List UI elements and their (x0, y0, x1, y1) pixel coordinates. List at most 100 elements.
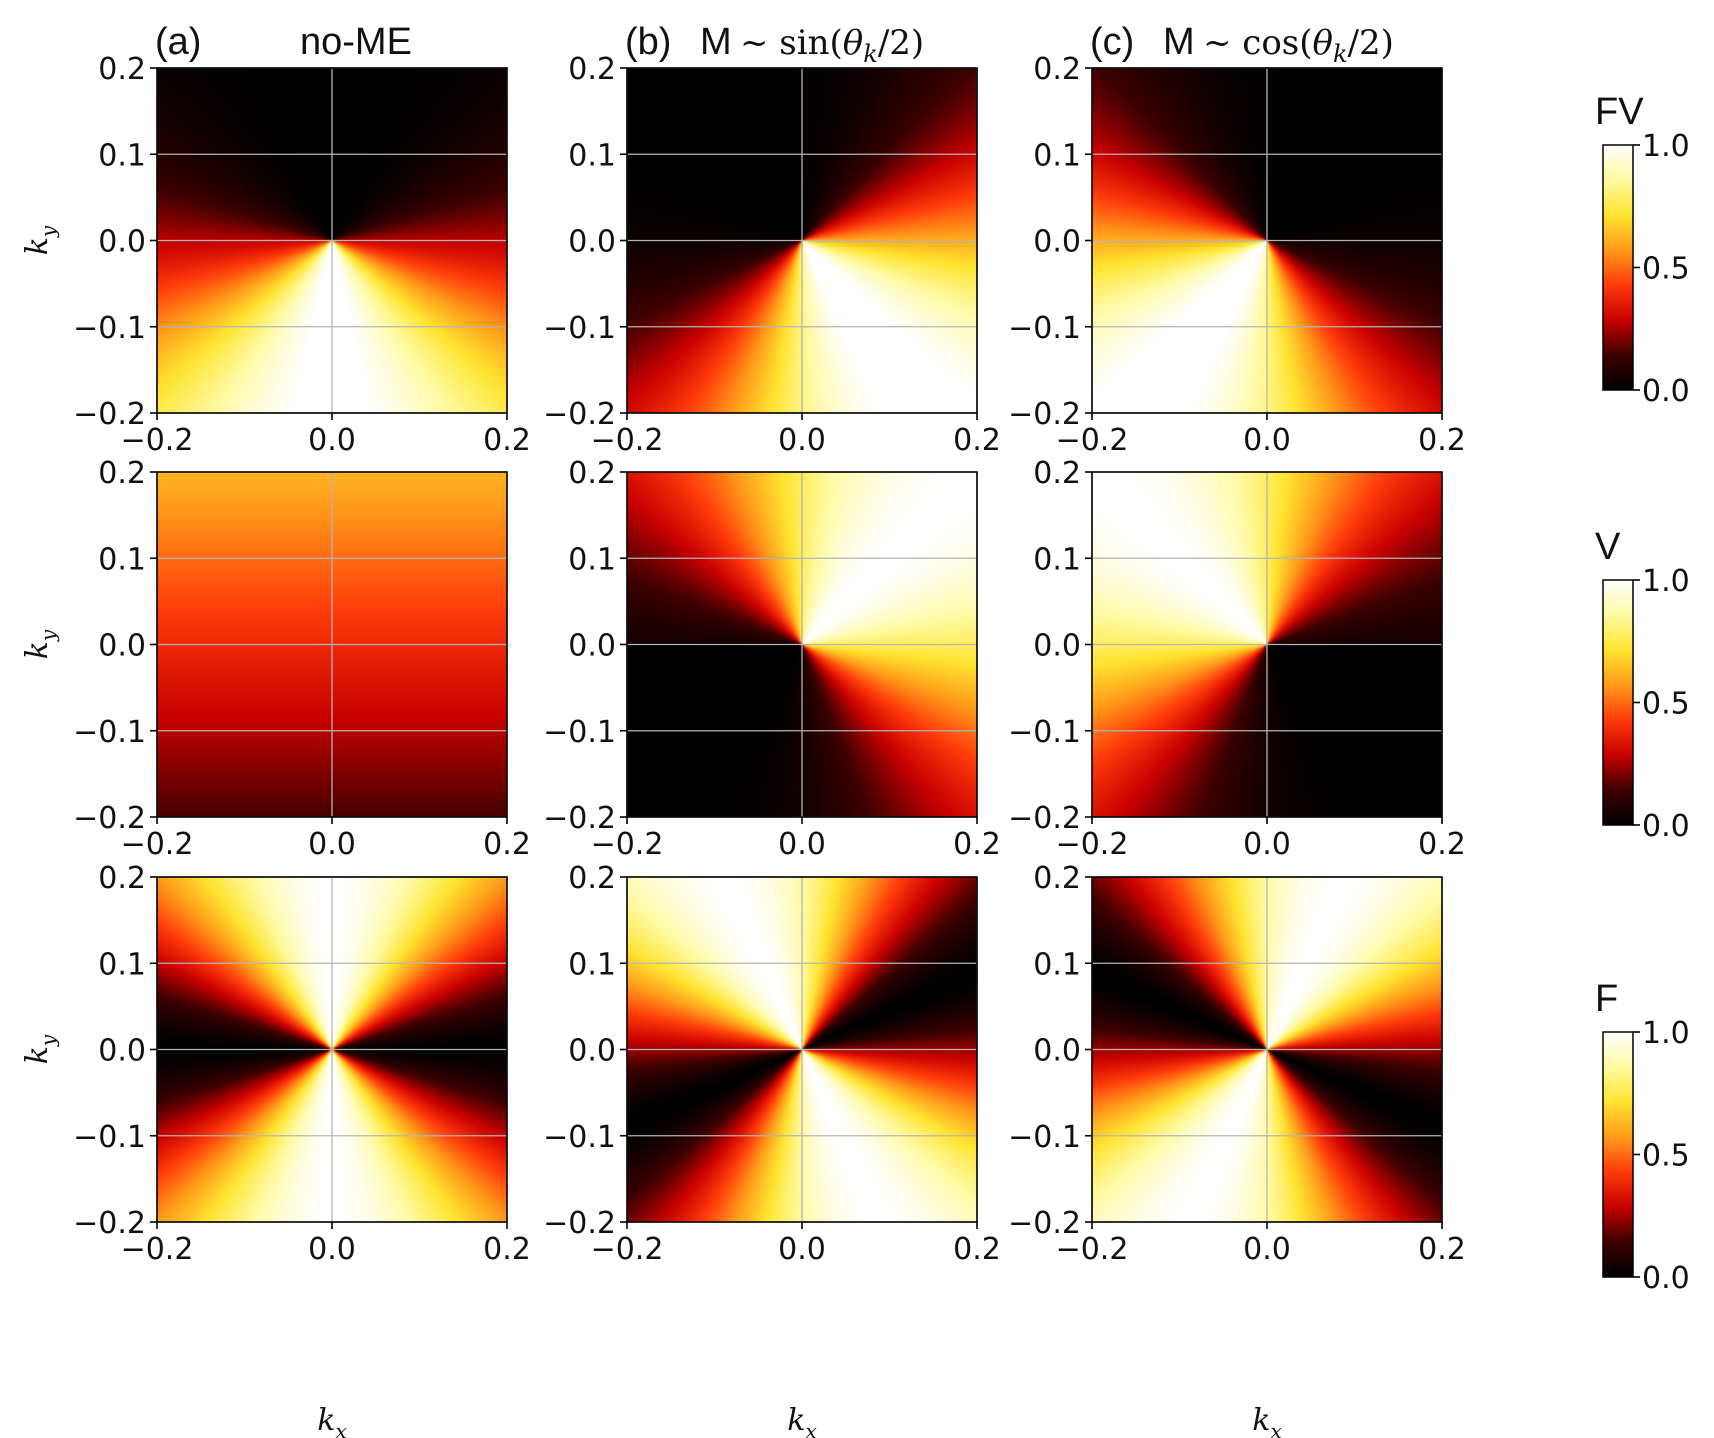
column-math: ~ cos(θk/2) (1203, 23, 1394, 68)
colorbar-title: F (1595, 978, 1618, 1020)
heatmap-panels: 0.20.10.0−0.1−0.2−0.2 0.0 0.2ky0.20.10.0−0… (20, 52, 1466, 1438)
colorbar-tick-label: 0.0 (1642, 1261, 1690, 1296)
x-tick-label: 0.0 (1243, 1232, 1291, 1267)
math-sub: k (863, 40, 878, 68)
y-tick-label: 0.0 (568, 225, 616, 260)
y-tick-label: 0.1 (1033, 138, 1081, 173)
heatmap-panel-fv-b: 0.2 0.1 0.0 −0.1 −0.2−0.2 0.0 0.2 (543, 52, 1001, 458)
colorbar-f: F 1.0 0.5 0.0 (1595, 978, 1690, 1296)
x-axis-label: kx (317, 1403, 346, 1438)
y-tick-label: 0.2 (1033, 861, 1081, 896)
colorbar-tick-label: 1.0 (1642, 129, 1690, 164)
x-tick-label: 0.0 (1243, 827, 1291, 862)
x-tick-label: 0.2 (953, 827, 1001, 862)
colorbars: FV1.00.50.0V1.00.50.0F1.00.50.0 (1595, 91, 1690, 1296)
y-axis-label: ky (20, 629, 60, 659)
y-tick-label: 0.1 (98, 138, 146, 173)
y-tick-label: 0.0 (98, 629, 146, 664)
y-tick-label: 0.0 (1033, 225, 1081, 260)
x-axis-label-sub: x (1270, 1419, 1281, 1438)
y-tick-label: 0.0 (568, 629, 616, 664)
y-tick-label: 0.2 (1033, 52, 1081, 87)
y-tick-label: −0.2 (543, 801, 616, 836)
heatmap-panel-fv-a: 0.2 0.1 0.0 −0.1 −0.2−0.2 0.0 0.2 ky (20, 52, 531, 458)
y-tick-label: 0.2 (568, 456, 616, 491)
x-tick-label: −0.2 (1056, 1232, 1129, 1267)
panel-letter: (b) (625, 21, 671, 63)
column-title-b: (b) M ~ sin(θk/2) (625, 21, 924, 68)
x-tick-label: 0.2 (1418, 423, 1466, 458)
x-tick-label: −0.2 (1056, 423, 1129, 458)
x-tick-label: 0.0 (778, 1232, 826, 1267)
x-tick-label: 0.0 (778, 423, 826, 458)
colorbar-tick-label: 0.5 (1642, 252, 1690, 287)
y-tick-label: 0.1 (1033, 947, 1081, 982)
colorbar-tick-label: 0.5 (1642, 1139, 1690, 1174)
y-tick-label: 0.2 (98, 52, 146, 87)
y-tick-label: −0.2 (1008, 1206, 1081, 1241)
column-math: ~ sin(θk/2) (740, 23, 924, 68)
y-axis-label-sub: y (36, 225, 60, 238)
x-axis-label: kx (1252, 1403, 1281, 1438)
y-tick-label: −0.2 (1008, 397, 1081, 432)
heatmap-panel-f-b: 0.2 0.1 0.0 −0.1 −0.2−0.2 0.0 0.2 kx (543, 861, 1001, 1438)
y-tick-label: 0.2 (568, 861, 616, 896)
colorbar-tick-label: 0.0 (1642, 374, 1690, 409)
x-tick-label: 0.2 (953, 423, 1001, 458)
y-tick-label: −0.1 (543, 715, 616, 750)
y-tick-label: −0.1 (543, 1120, 616, 1155)
y-tick-label: 0.2 (98, 861, 146, 896)
y-tick-label: −0.2 (73, 397, 146, 432)
y-axis-label-sub: y (36, 629, 60, 642)
panel-letter: (c) (1090, 21, 1134, 63)
y-tick-label: 0.0 (98, 1034, 146, 1069)
heatmap-panel-f-c: 0.2 0.1 0.0 −0.1 −0.2−0.2 0.0 0.2 kx (1008, 861, 1466, 1438)
y-tick-label: 0.2 (98, 456, 146, 491)
colorbar-gradient (1602, 1031, 1634, 1278)
y-tick-label: 0.1 (568, 138, 616, 173)
math-prefix: ~ sin( (740, 23, 843, 63)
colorbar-title: FV (1595, 91, 1644, 133)
y-tick-label: −0.2 (1008, 801, 1081, 836)
y-tick-label: −0.2 (543, 1206, 616, 1241)
y-tick-label: −0.1 (1008, 311, 1081, 346)
y-axis-label-main: k (20, 641, 55, 659)
y-tick-label: −0.1 (73, 311, 146, 346)
y-axis-label: ky (20, 1034, 60, 1064)
column-title-a: (a) no-ME (155, 21, 412, 63)
y-tick-label: 0.0 (568, 1034, 616, 1069)
x-tick-label: 0.0 (308, 1232, 356, 1267)
x-tick-label: 0.2 (1418, 1232, 1466, 1267)
y-tick-label: −0.2 (543, 397, 616, 432)
math-sub: k (1333, 40, 1348, 68)
x-tick-label: 0.2 (483, 1232, 531, 1267)
column-label: M (1163, 21, 1195, 63)
x-tick-label: 0.2 (483, 827, 531, 862)
panel-letter: (a) (155, 21, 201, 63)
x-tick-label: 0.0 (308, 423, 356, 458)
x-tick-label: 0.0 (308, 827, 356, 862)
colorbar-v: V 1.0 0.5 0.0 (1595, 526, 1690, 844)
x-axis-label: kx (787, 1403, 816, 1438)
x-tick-label: −0.2 (591, 1232, 664, 1267)
math-suffix: /2) (878, 23, 924, 63)
x-tick-label: −0.2 (121, 827, 194, 862)
math-prefix: ~ cos( (1203, 23, 1313, 63)
y-tick-label: 0.1 (1033, 542, 1081, 577)
heatmap-panel-v-b: 0.2 0.1 0.0 −0.1 −0.2−0.2 0.0 0.2 (543, 456, 1001, 862)
x-axis-label-sub: x (805, 1419, 816, 1438)
y-tick-label: −0.1 (543, 311, 616, 346)
colorbar-gradient (1602, 144, 1634, 391)
heatmap-panel-v-c: 0.2 0.1 0.0 −0.1 −0.2−0.2 0.0 0.2 (1008, 456, 1466, 862)
math-theta: θ (1313, 23, 1333, 63)
y-axis-label-main: k (20, 237, 55, 255)
colorbar-tick-label: 0.0 (1642, 809, 1690, 844)
x-tick-label: −0.2 (591, 423, 664, 458)
x-tick-label: −0.2 (591, 827, 664, 862)
y-tick-label: −0.1 (73, 1120, 146, 1155)
heatmap-panel-fv-c: 0.2 0.1 0.0 −0.1 −0.2−0.2 0.0 0.2 (1008, 52, 1466, 458)
column-titles: (a) no-ME (b) M ~ sin(θk/2) (c) M ~ cos(θk/2) (155, 21, 1394, 68)
colorbar-tick-label: 0.5 (1642, 687, 1690, 722)
